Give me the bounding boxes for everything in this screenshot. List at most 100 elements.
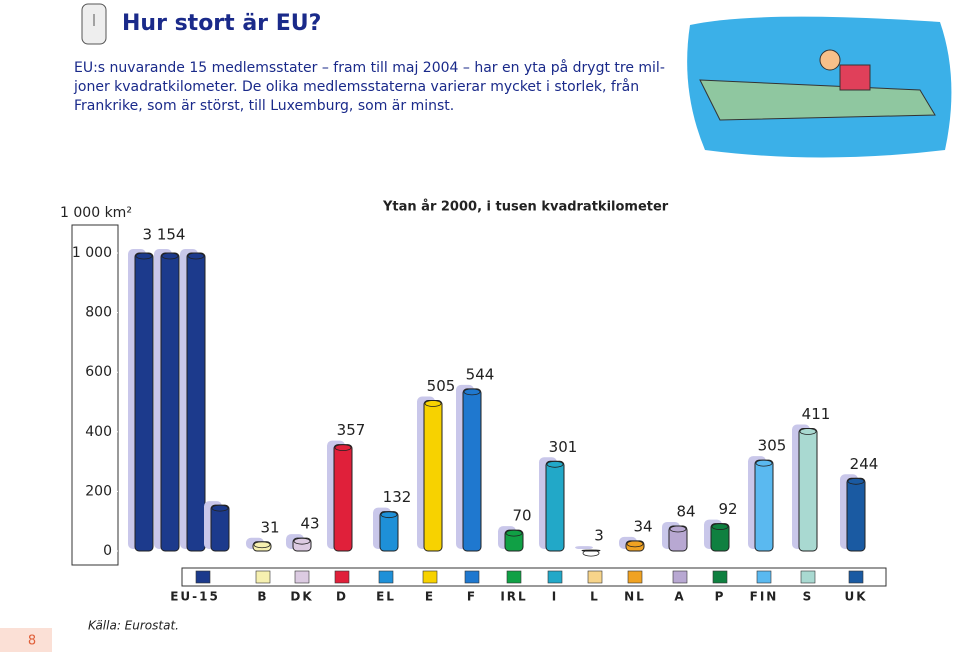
y-axis-label: 1 000 km² <box>60 205 132 221</box>
legend-swatch <box>422 570 438 584</box>
value-label: 132 <box>383 488 412 506</box>
y-tick-label: 1 000 <box>72 245 112 261</box>
bar-top <box>799 428 817 435</box>
x-tick-label: NL <box>624 590 646 604</box>
bar-top <box>711 523 729 530</box>
bar <box>710 523 730 552</box>
value-label: 43 <box>300 515 319 533</box>
bar <box>186 252 206 552</box>
x-tick-label: B <box>257 590 268 604</box>
value-label: 505 <box>427 377 456 395</box>
chart-title: Ytan år 2000, i tusen kvadratkilometer <box>382 200 669 215</box>
legend-swatch <box>848 570 864 584</box>
x-tick-label: IRL <box>500 590 527 604</box>
bar-top <box>334 444 352 452</box>
bar <box>798 428 818 552</box>
bar <box>333 444 353 552</box>
bar-top <box>546 460 564 468</box>
legend-strip <box>181 567 887 587</box>
bar-top <box>211 504 229 512</box>
bar <box>754 459 774 552</box>
x-tick-label: S <box>803 590 814 604</box>
legend-swatch <box>255 570 271 584</box>
bar-top <box>161 252 179 260</box>
legend-swatch <box>294 570 310 584</box>
bar-top <box>669 525 687 533</box>
bar-top <box>424 400 442 407</box>
value-label: 301 <box>549 438 578 456</box>
bar <box>668 525 688 552</box>
bar-top <box>755 459 773 467</box>
bar <box>210 504 230 552</box>
bar-top <box>505 529 523 537</box>
legend-swatch <box>627 570 643 584</box>
x-tick-label: E <box>425 590 435 604</box>
legend-swatch <box>712 570 728 584</box>
x-tick-label: F <box>467 590 477 604</box>
bar <box>160 252 180 552</box>
bar <box>846 477 866 552</box>
legend-swatch <box>800 570 816 584</box>
value-label: 3 <box>594 527 604 545</box>
legend-swatch <box>547 570 563 584</box>
doc-icon <box>81 3 107 45</box>
paragraph-line: joner kvadratkilometer. De olika medlems… <box>73 78 639 95</box>
bar-top <box>582 549 600 557</box>
y-axis-box <box>71 224 119 566</box>
x-tick-label: EU-15 <box>170 590 220 604</box>
bar-shadow <box>575 546 593 549</box>
value-label: 70 <box>512 507 531 525</box>
legend-swatch <box>506 570 522 584</box>
source: Källa: Eurostat. <box>88 619 179 633</box>
illustration <box>687 16 952 158</box>
bar-top <box>253 541 271 549</box>
legend-swatch <box>587 570 603 584</box>
bar <box>134 252 154 552</box>
legend-swatch <box>378 570 394 584</box>
y-tick-label: 200 <box>85 483 112 499</box>
x-tick-label: FIN <box>750 590 779 604</box>
page-tab <box>0 628 52 652</box>
x-tick-label: D <box>336 590 348 604</box>
paragraph-line: Frankrike, som är störst, till Luxemburg… <box>74 98 454 114</box>
x-tick-label: I <box>552 590 558 604</box>
y-tick-label: 600 <box>85 364 112 380</box>
bar <box>292 537 312 552</box>
legend-swatch <box>195 570 211 584</box>
bar <box>504 529 524 552</box>
value-label: 305 <box>758 437 787 455</box>
paragraph-line: EU:s nuvarande 15 medlemsstater – fram t… <box>74 59 665 76</box>
bar <box>423 400 443 552</box>
x-tick-label: EL <box>376 590 396 604</box>
value-label: 84 <box>676 502 695 520</box>
legend-swatch <box>672 570 688 584</box>
page-number: 8 <box>28 634 36 649</box>
bar <box>545 460 565 552</box>
legend-swatch <box>756 570 772 584</box>
value-label: 244 <box>850 455 879 473</box>
x-tick-label: A <box>674 590 685 604</box>
value-label: 357 <box>337 421 366 439</box>
bar-top <box>293 537 311 545</box>
value-label: 3 154 <box>143 226 186 244</box>
bar-top <box>847 477 865 485</box>
x-tick-label: L <box>590 590 600 604</box>
value-label: 34 <box>633 517 652 535</box>
y-tick-label: 800 <box>85 305 112 321</box>
x-tick-label: P <box>715 590 726 604</box>
bar-top <box>626 540 644 548</box>
bar <box>462 388 482 552</box>
page-title: Hur stort är EU? <box>122 11 321 36</box>
value-label: 411 <box>802 405 831 423</box>
bar-top <box>463 388 481 396</box>
bar-top <box>135 252 153 260</box>
value-label: 544 <box>466 365 495 383</box>
legend-swatch <box>334 570 350 584</box>
value-label: 31 <box>260 518 279 536</box>
y-tick-label: 0 <box>103 543 112 559</box>
bar-top <box>187 252 205 260</box>
legend-swatch <box>464 570 480 584</box>
y-tick-label: 400 <box>85 424 112 440</box>
bar-top <box>380 511 398 519</box>
